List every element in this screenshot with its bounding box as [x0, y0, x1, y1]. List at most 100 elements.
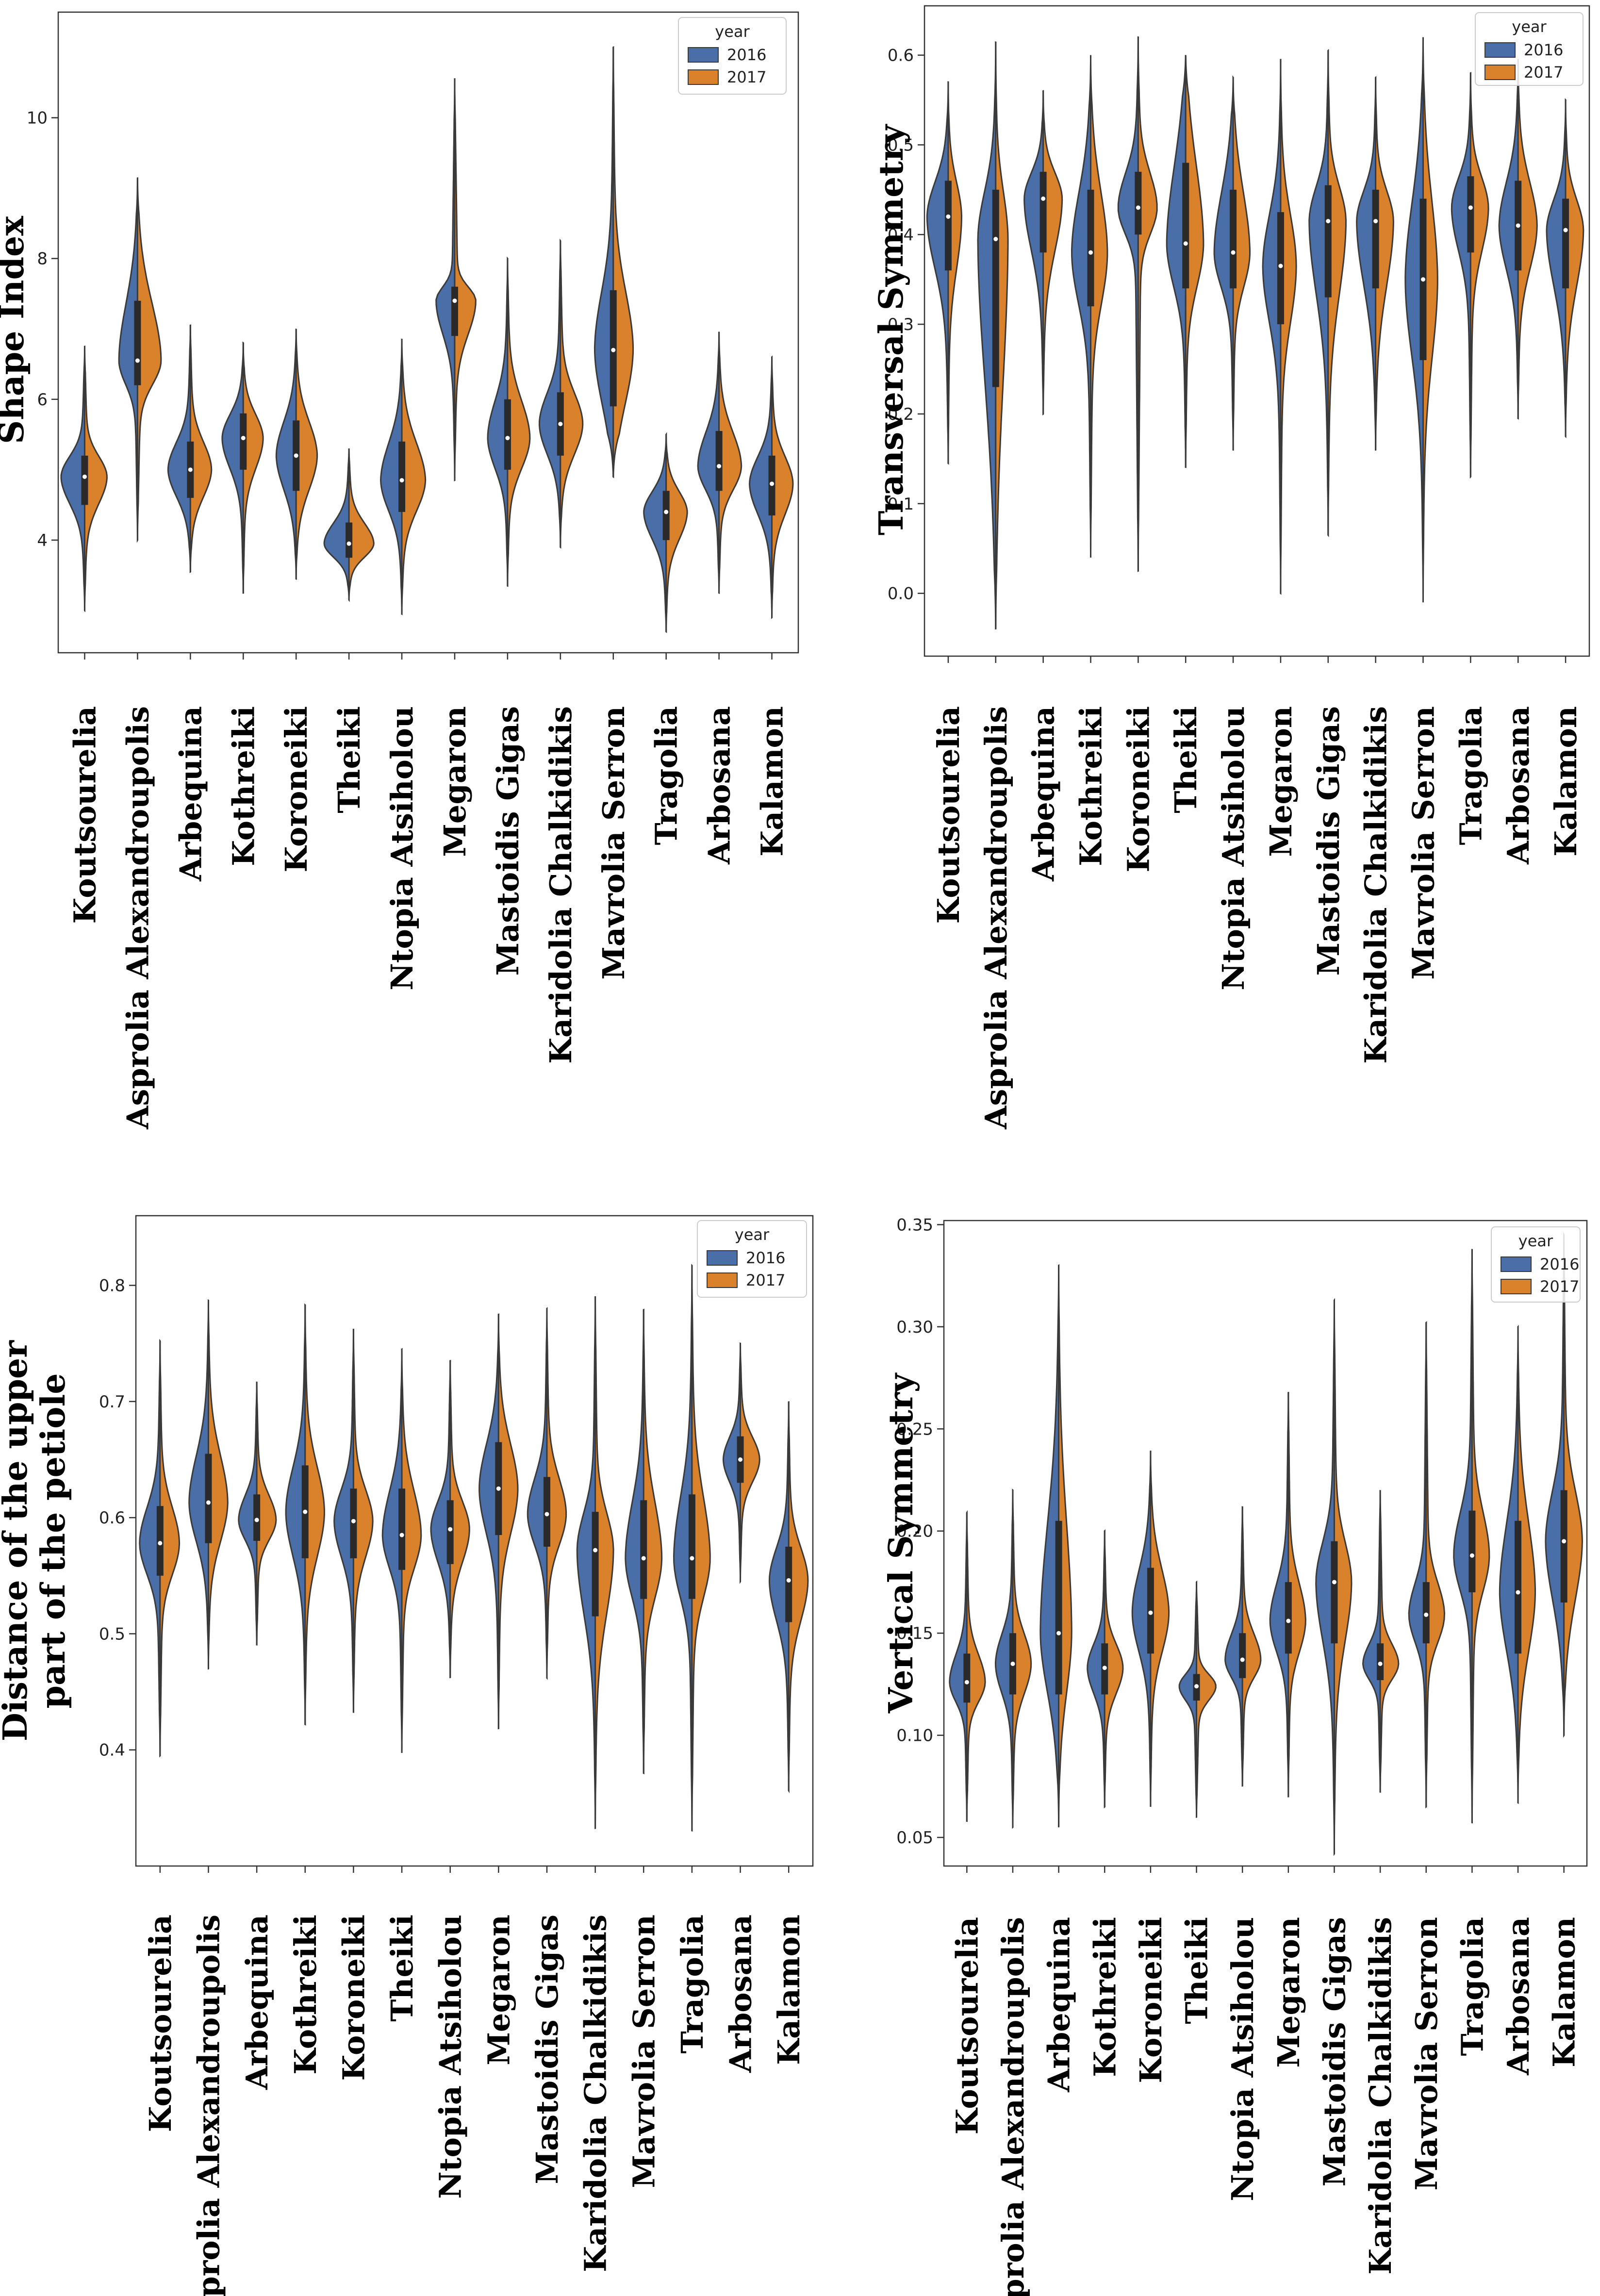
iqr-box-tragolia: [688, 1494, 695, 1599]
x-tick-label-karidolia-chalkidikis: Karidolia Chalkidikis: [578, 1915, 613, 2272]
violin-half-2016-megaron: [478, 1313, 499, 1730]
legend-label-2017: 2017: [746, 1271, 785, 1289]
violin-half-2017-asprolia-alexandroupolis: [1012, 1488, 1032, 1829]
violin-arbequina: [238, 1381, 277, 1646]
violin-half-2017-theiki: [1195, 1580, 1217, 1818]
violin-half-2017-asprolia-alexandroupolis: [995, 41, 1009, 629]
violin-half-2017-mavrolia-serron: [1422, 37, 1438, 603]
legend-swatch-2017: [1485, 65, 1516, 80]
violin-half-2017-mastoidis-gigas: [1327, 48, 1347, 536]
x-tick-label-asprolia-alexandroupolis: Asprolia Alexandroupolis: [978, 706, 1014, 1130]
violin-half-2017-mastoidis-gigas: [546, 1307, 567, 1680]
legend-label-2017: 2017: [1524, 63, 1563, 82]
median-dot-karidolia-chalkidikis: [1378, 1661, 1383, 1666]
violin-kothreiki: [1087, 1529, 1124, 1809]
violin-half-2017-megaron: [454, 78, 477, 481]
violin-half-2017-theiki: [1185, 55, 1204, 468]
median-dot-mavrolia-serron: [1424, 1612, 1429, 1617]
violin-half-2016-koutsourelia: [60, 345, 86, 612]
violin-kalamon: [768, 1401, 809, 1791]
violin-half-2017-arbosana: [1517, 58, 1538, 420]
y-tick-label: 0.35: [896, 1215, 933, 1235]
violin-half-2016-arbequina: [1039, 1263, 1060, 1828]
legend-swatch-2016: [1485, 42, 1516, 58]
y-tick-label: 0.4: [99, 1741, 125, 1760]
median-dot-kothreiki: [1089, 250, 1093, 255]
median-dot-koroneiki: [294, 453, 298, 458]
violin-mastoidis-gigas: [1315, 1298, 1353, 1856]
x-tick-label-theiki: Theiki: [1179, 1917, 1215, 2024]
iqr-box-megaron: [1277, 212, 1284, 325]
legend-label-2016: 2016: [746, 1249, 785, 1267]
median-dot-asprolia-alexandroupolis: [135, 358, 140, 363]
legend-title: year: [735, 1225, 770, 1244]
x-tick-label-ntopia-atsiholou: Ntopia Atsiholou: [1225, 1917, 1260, 2201]
iqr-box-koutsourelia: [81, 455, 88, 505]
violin-half-2017-kalamon: [771, 355, 794, 619]
y-tick-label: 0.7: [99, 1392, 125, 1412]
x-tick-label-mastoidis-gigas: Mastoidis Gigas: [1317, 1917, 1352, 2187]
y-tick-label: 0.05: [896, 1828, 933, 1848]
median-dot-ntopia-atsiholou: [1231, 250, 1236, 255]
median-dot-megaron: [452, 298, 457, 303]
x-tick-label-tragolia: Tragolia: [1454, 1917, 1490, 2056]
violin-half-2016-asprolia-alexandroupolis: [188, 1299, 210, 1670]
iqr-box-theiki: [398, 1488, 406, 1570]
y-tick-label: 8: [37, 249, 48, 269]
median-dot-asprolia-alexandroupolis: [206, 1500, 211, 1505]
y-axis-label: Distance of the upperpart of the petiole: [0, 1340, 73, 1741]
x-tick-label-koroneiki: Koroneiki: [336, 1915, 371, 2081]
x-tick-label-karidolia-chalkidikis: Karidolia Chalkidikis: [1363, 1917, 1398, 2275]
violin-half-2017-ntopia-atsiholou: [449, 1359, 470, 1679]
x-tick-label-mavrolia-serron: Mavrolia Serron: [596, 706, 631, 980]
violin-half-2017-kothreiki: [1090, 55, 1108, 558]
median-dot-arbosana: [738, 1457, 743, 1462]
violin-arbequina: [1023, 90, 1063, 416]
violin-half-2016-ntopia-atsiholou: [430, 1359, 451, 1679]
violin-half-2017-karidolia-chalkidikis: [594, 1296, 614, 1829]
violin-mavrolia-serron: [594, 46, 634, 479]
violin-kothreiki: [1071, 55, 1108, 558]
x-tick-label-theiki: Theiki: [1168, 706, 1204, 813]
panel-shape-index: 4 6 8 10 Shape Index Koutsourelia Asprolia Ale…: [0, 11, 799, 1130]
x-tick-label-kalamon: Kalamon: [755, 706, 790, 857]
y-tick-label: 0.6: [888, 46, 914, 66]
violin-half-2017-tragolia: [691, 1264, 711, 1833]
median-dot-arbosana: [1516, 223, 1520, 228]
iqr-box-arbosana: [715, 431, 723, 491]
iqr-box-kothreiki: [240, 413, 247, 470]
violin-half-2016-karidolia-chalkidikis: [538, 238, 561, 549]
legend-label-2016: 2016: [1524, 41, 1563, 59]
iqr-box-karidolia-chalkidikis: [592, 1512, 599, 1617]
iqr-box-tragolia: [1468, 1510, 1476, 1593]
median-dot-koroneiki: [1136, 205, 1140, 210]
violin-tragolia: [1451, 72, 1489, 479]
iqr-box-kothreiki: [1087, 189, 1094, 307]
violin-koutsourelia: [139, 1338, 181, 1758]
x-tick-label-kothreiki: Kothreiki: [226, 706, 261, 866]
violin-half-2016-arbequina: [238, 1381, 258, 1646]
y-tick-label: 0.4: [888, 225, 914, 245]
median-dot-mavrolia-serron: [1421, 277, 1425, 282]
x-tick-label-theiki: Theiki: [331, 706, 367, 813]
violin-half-2016-theiki: [323, 448, 350, 602]
legend: year 2016 2017: [1491, 1226, 1581, 1303]
violin-half-2017-arbosana: [739, 1342, 760, 1584]
x-tick-label-kalamon: Kalamon: [1548, 706, 1584, 857]
legend-swatch-2016: [688, 47, 719, 63]
median-dot-mastoidis-gigas: [544, 1512, 549, 1517]
violin-asprolia-alexandroupolis: [994, 1488, 1032, 1829]
median-dot-kalamon: [770, 481, 775, 486]
violin-half-2017-theiki: [348, 448, 375, 602]
iqr-box-ntopia-atsiholou: [446, 1500, 454, 1564]
violin-half-2017-mastoidis-gigas: [1333, 1298, 1353, 1856]
median-dot-arbequina: [254, 1518, 259, 1522]
violin-half-2017-arbequina: [256, 1381, 277, 1646]
violin-half-2016-koroneiki: [1131, 1451, 1152, 1807]
y-tick-label: 0.0: [888, 584, 914, 604]
y-tick-label: 0.8: [99, 1276, 125, 1296]
iqr-box-arbequina: [1055, 1520, 1062, 1695]
median-dot-tragolia: [664, 510, 669, 514]
violin-half-2017-mavrolia-serron: [1425, 1321, 1446, 1809]
violin-half-2016-koroneiki: [1117, 36, 1139, 572]
